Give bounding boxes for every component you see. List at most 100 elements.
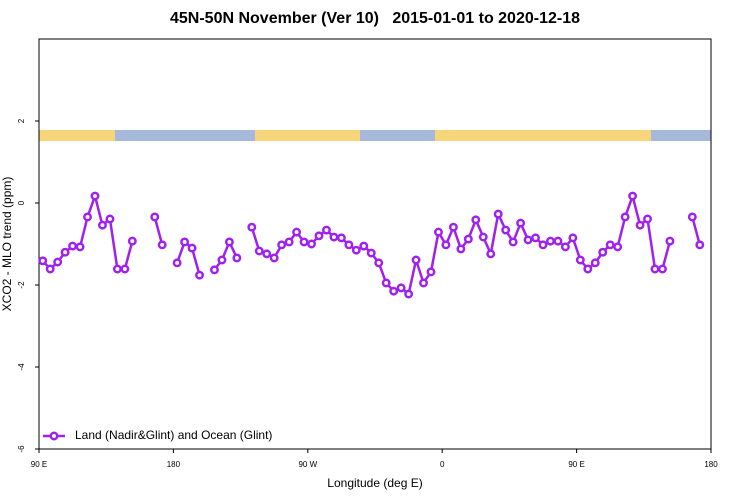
data-point (553, 236, 563, 246)
data-point (374, 258, 384, 268)
data-point (493, 209, 503, 219)
data-point (389, 286, 399, 296)
data-point (224, 237, 234, 247)
data-point (322, 225, 331, 235)
x-tick-label: 180 (167, 460, 181, 469)
data-point (381, 278, 391, 288)
data-point (598, 247, 608, 257)
x-tick-label: 90 E (31, 460, 47, 469)
data-point (187, 243, 197, 253)
ocean (39, 130, 711, 141)
data-point (195, 270, 204, 280)
data-point (53, 257, 63, 267)
data-point (351, 245, 361, 255)
legend-label: Land (Nadir&Glint) and Ocean (Glint) (75, 428, 272, 442)
x-tick-label: 90 W (298, 460, 317, 469)
data-point (217, 255, 227, 265)
data-point (269, 253, 279, 263)
data-point (471, 215, 481, 225)
x-tick-label: 180 (704, 460, 718, 469)
data-point (314, 231, 324, 241)
data-point (127, 236, 137, 246)
data-point (359, 241, 369, 251)
data-point (45, 264, 55, 274)
data-point (75, 242, 85, 252)
data-point (83, 212, 92, 222)
data-point (150, 212, 160, 222)
data-point (456, 244, 466, 254)
data-point (583, 264, 593, 274)
data-point (180, 237, 190, 247)
data-point (98, 220, 107, 230)
data-point (501, 225, 511, 235)
x-tick-label: 90 E (568, 460, 584, 469)
data-point (307, 239, 316, 249)
data-point (620, 212, 630, 222)
data-point (568, 233, 578, 243)
y-tick-label: -6 (17, 445, 26, 453)
y-axis-label: XCO2 - MLO trend (ppm) (0, 177, 14, 312)
data-point (396, 283, 406, 293)
x-axis-label: Longitude (deg E) (327, 476, 422, 490)
data-point (329, 232, 339, 242)
data-point (404, 289, 414, 299)
data-point (254, 246, 264, 256)
y-tick-label: 2 (17, 118, 26, 123)
data-point (687, 212, 697, 222)
data-point (486, 249, 496, 259)
data-point (60, 247, 70, 257)
data-point (575, 255, 585, 265)
data-point (120, 264, 130, 274)
data-point (90, 191, 100, 201)
data-point (605, 240, 615, 250)
data-point (478, 232, 488, 242)
data-point (277, 240, 287, 250)
data-point (538, 240, 548, 250)
data-point (590, 258, 600, 268)
data-point (665, 236, 675, 246)
data-point (658, 264, 667, 274)
land (255, 130, 360, 141)
map-strip (39, 130, 711, 141)
data-point (105, 214, 115, 224)
plot-frame (38, 38, 712, 450)
data-point (426, 267, 436, 277)
data-point (635, 220, 645, 230)
data-point (336, 233, 346, 243)
x-tick-label: 0 (440, 460, 445, 469)
data-point (560, 242, 570, 252)
data-point (232, 253, 242, 263)
data-point (344, 240, 354, 250)
land (39, 130, 115, 141)
land (435, 130, 651, 141)
data-point (366, 248, 376, 258)
data-point (441, 240, 451, 250)
data-point (299, 237, 309, 247)
data-point (508, 237, 518, 247)
y-tick-label: 0 (17, 200, 26, 205)
data-point (284, 237, 294, 247)
data-point (695, 240, 705, 250)
data-point (112, 264, 122, 274)
data-point (643, 214, 652, 224)
data-point (546, 236, 555, 246)
data-point (38, 256, 48, 266)
data-point (262, 249, 272, 259)
data-point (419, 278, 428, 288)
data-point (463, 234, 473, 244)
legend-marker (49, 431, 59, 441)
data-point (157, 240, 167, 250)
data-point (292, 227, 302, 237)
data-point (516, 218, 526, 228)
data-point (523, 235, 533, 245)
data-point (411, 255, 421, 265)
y-tick-label: -4 (17, 363, 26, 371)
data-point (247, 222, 257, 232)
data-point (210, 265, 219, 275)
y-tick-label: -2 (17, 281, 26, 289)
data-point (434, 227, 443, 237)
data-point (650, 264, 660, 274)
data-point (68, 241, 78, 251)
